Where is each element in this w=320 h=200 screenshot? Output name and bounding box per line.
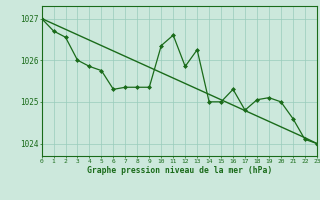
X-axis label: Graphe pression niveau de la mer (hPa): Graphe pression niveau de la mer (hPa) [87, 166, 272, 175]
